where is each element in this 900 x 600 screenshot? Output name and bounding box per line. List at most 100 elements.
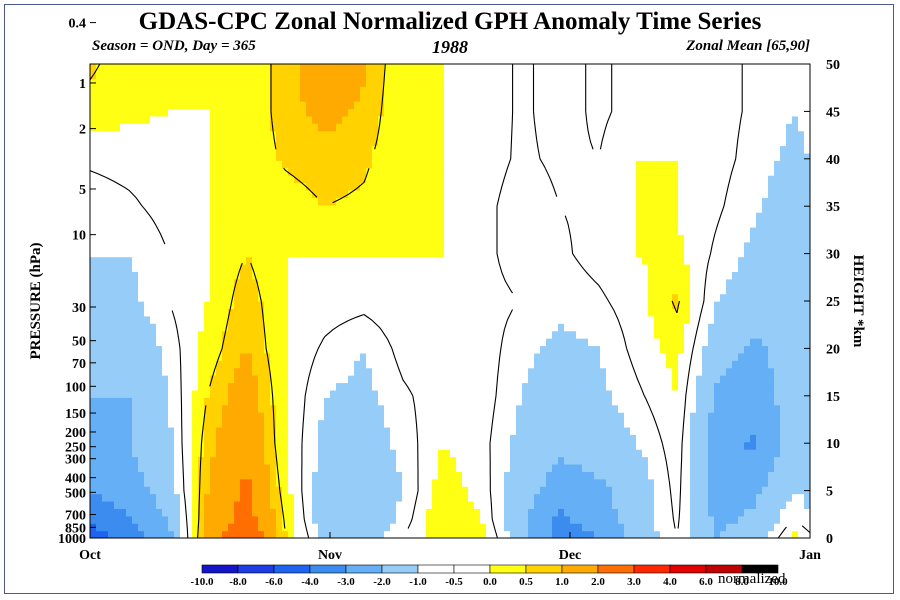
field-cell bbox=[606, 434, 613, 443]
field-cell bbox=[486, 249, 493, 258]
field-cell bbox=[366, 286, 373, 295]
field-cell bbox=[234, 352, 241, 361]
field-cell bbox=[624, 293, 631, 302]
field-cell bbox=[330, 449, 337, 458]
field-cell bbox=[258, 412, 265, 421]
field-cell bbox=[318, 530, 325, 538]
field-cell bbox=[456, 315, 463, 324]
field-cell bbox=[312, 249, 319, 258]
field-cell bbox=[144, 515, 151, 524]
field-cell bbox=[216, 508, 223, 517]
field-cell bbox=[672, 486, 679, 495]
field-cell bbox=[720, 375, 727, 384]
field-cell bbox=[420, 530, 427, 538]
field-cell bbox=[462, 500, 469, 509]
field-cell bbox=[606, 426, 613, 435]
field-cell bbox=[318, 352, 325, 361]
field-cell bbox=[198, 426, 205, 435]
field-cell bbox=[162, 463, 169, 472]
field-cell bbox=[246, 293, 253, 302]
field-cell bbox=[582, 500, 589, 509]
field-cell bbox=[540, 382, 547, 391]
field-cell bbox=[120, 330, 127, 339]
field-cell bbox=[564, 530, 571, 538]
field-cell bbox=[270, 456, 277, 465]
field-cell bbox=[180, 293, 187, 302]
field-cell bbox=[588, 367, 595, 376]
field-cell bbox=[156, 441, 163, 450]
field-cell bbox=[756, 315, 763, 324]
field-cell bbox=[342, 256, 349, 265]
field-cell bbox=[366, 382, 373, 391]
field-cell bbox=[294, 515, 301, 524]
field-cell bbox=[648, 352, 655, 361]
field-cell bbox=[486, 463, 493, 472]
field-cell bbox=[720, 278, 727, 287]
field-cell bbox=[762, 382, 769, 391]
field-cell bbox=[486, 308, 493, 317]
field-cell bbox=[780, 500, 787, 509]
field-cell bbox=[204, 263, 211, 272]
field-cell bbox=[606, 500, 613, 509]
field-cell bbox=[354, 234, 361, 243]
field-cell bbox=[660, 412, 667, 421]
field-cell bbox=[792, 486, 799, 495]
field-cell bbox=[258, 449, 265, 458]
field-cell bbox=[534, 434, 541, 443]
field-cell bbox=[198, 241, 205, 250]
field-cell bbox=[210, 523, 217, 532]
field-cell bbox=[558, 360, 565, 369]
field-cell bbox=[234, 375, 241, 384]
field-cell bbox=[540, 338, 547, 347]
field-cell bbox=[702, 515, 709, 524]
field-cell bbox=[558, 367, 565, 376]
field-cell bbox=[234, 426, 241, 435]
field-cell bbox=[108, 367, 115, 376]
field-cell bbox=[120, 412, 127, 421]
field-cell bbox=[780, 426, 787, 435]
field-cell bbox=[492, 441, 499, 450]
field-cell bbox=[672, 234, 679, 243]
field-cell bbox=[396, 463, 403, 472]
field-cell bbox=[90, 301, 97, 310]
field-cell bbox=[342, 523, 349, 532]
field-cell bbox=[690, 301, 697, 310]
field-cell bbox=[588, 271, 595, 280]
field-cell bbox=[336, 256, 343, 265]
field-cell bbox=[384, 249, 391, 258]
field-cell bbox=[444, 301, 451, 310]
field-cell bbox=[138, 226, 145, 235]
field-cell bbox=[552, 434, 559, 443]
field-cell bbox=[240, 471, 247, 480]
field-cell bbox=[132, 486, 139, 495]
field-cell bbox=[414, 404, 421, 413]
field-cell bbox=[210, 241, 217, 250]
field-cell bbox=[294, 471, 301, 480]
field-cell bbox=[570, 301, 577, 310]
field-cell bbox=[210, 500, 217, 509]
field-cell bbox=[774, 293, 781, 302]
field-cell bbox=[588, 315, 595, 324]
field-cell bbox=[270, 426, 277, 435]
field-cell bbox=[144, 389, 151, 398]
field-cell bbox=[654, 323, 661, 332]
field-cell bbox=[282, 278, 289, 287]
field-cell bbox=[456, 515, 463, 524]
field-cell bbox=[240, 293, 247, 302]
field-cell bbox=[666, 308, 673, 317]
field-cell bbox=[312, 389, 319, 398]
field-cell bbox=[156, 308, 163, 317]
field-cell bbox=[294, 375, 301, 384]
field-cell bbox=[132, 493, 139, 502]
field-cell bbox=[558, 271, 565, 280]
field-cell bbox=[516, 330, 523, 339]
field-cell bbox=[162, 226, 169, 235]
field-cell bbox=[774, 441, 781, 450]
field-cell bbox=[402, 456, 409, 465]
field-cell bbox=[624, 234, 631, 243]
field-cell bbox=[540, 419, 547, 428]
field-cell bbox=[450, 256, 457, 265]
field-cell bbox=[240, 523, 247, 532]
field-cell bbox=[336, 263, 343, 272]
field-cell bbox=[138, 478, 145, 487]
